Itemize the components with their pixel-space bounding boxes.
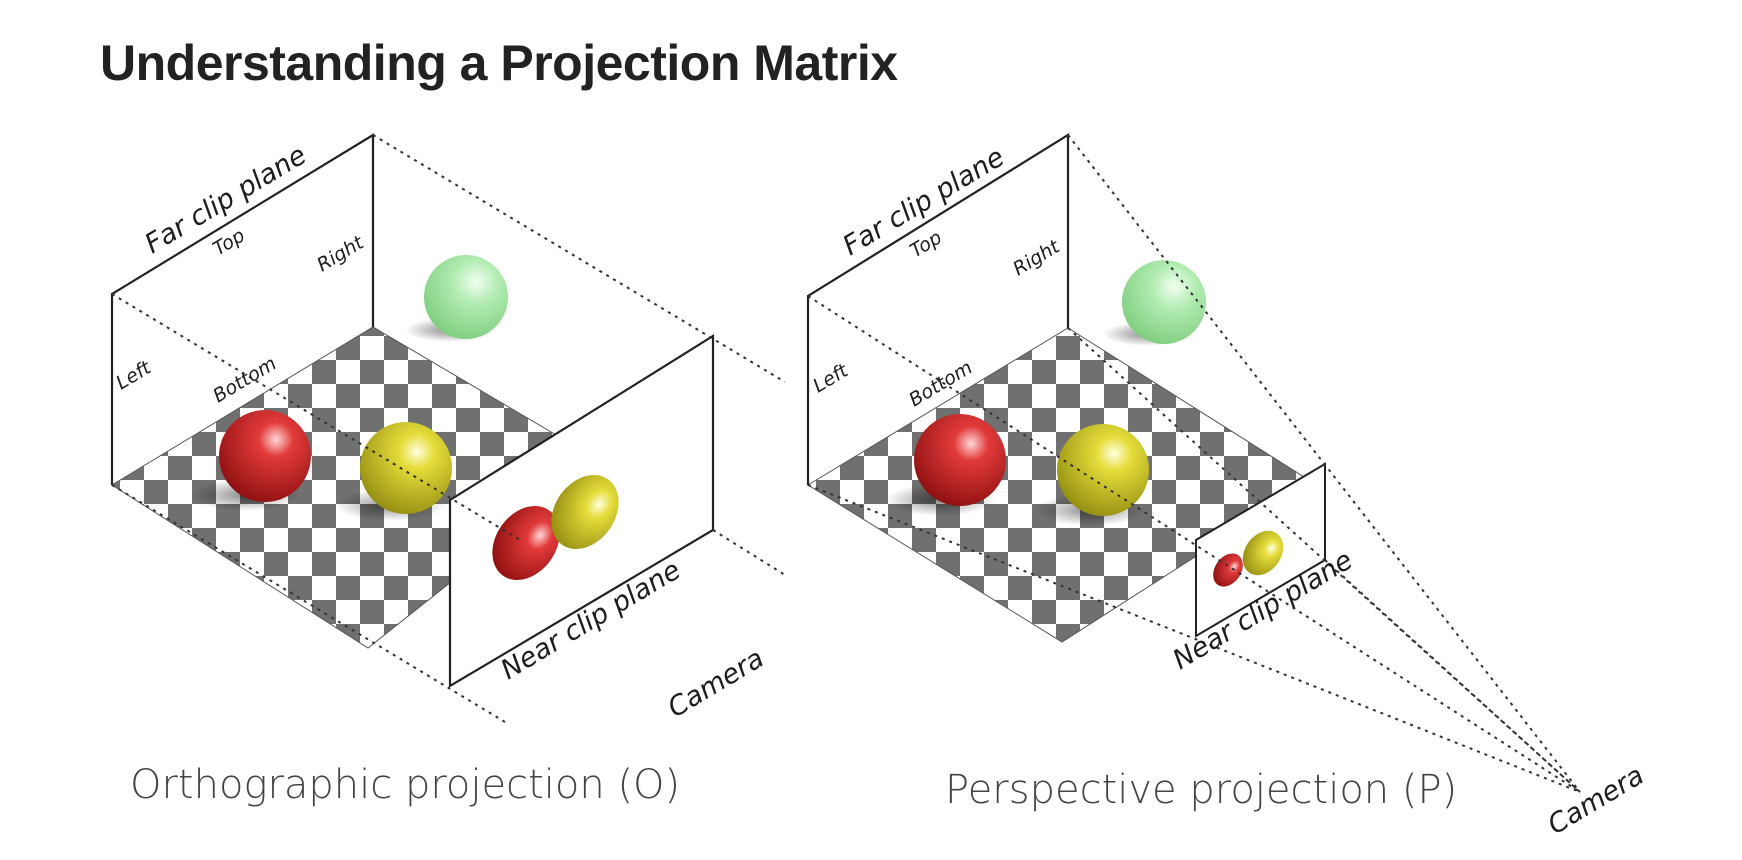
perspective-panel: Far clip plane Top Right Left Bottom Nea… (806, 133, 1650, 841)
ortho-caption: Orthographic projection (O) (130, 762, 680, 808)
persp-yellow-projection (1242, 530, 1284, 576)
ortho-yellow-projection (551, 474, 619, 550)
ortho-green-sphere (424, 255, 508, 339)
persp-dotted-line-5 (1324, 559, 1581, 793)
page-title: Understanding a Projection Matrix (100, 35, 898, 91)
persp-dotted-line-4 (1067, 327, 1581, 793)
persp-dotted-line-2 (807, 295, 1581, 793)
persp-green-sphere (1122, 260, 1206, 344)
persp-right-label: Right (1009, 235, 1065, 280)
ortho-dotted-line-right (712, 529, 786, 576)
ortho-red-sphere (219, 410, 311, 502)
ortho-top-label: Top (209, 224, 249, 260)
ortho-red-projection (492, 505, 560, 581)
persp-caption: Perspective projection (P) (945, 767, 1457, 813)
persp-red-sphere (914, 414, 1006, 506)
persp-camera-label: Camera (1543, 760, 1650, 841)
ortho-dotted-line-top (372, 134, 786, 383)
ortho-yellow-sphere (360, 422, 452, 514)
persp-left-label: Left (809, 359, 853, 397)
ortho-camera-label: Camera (663, 643, 770, 724)
ortho-right-label: Right (313, 231, 369, 276)
persp-yellow-sphere (1057, 424, 1149, 516)
persp-dotted-line-3 (807, 484, 1581, 793)
orthographic-panel: Far clip plane Top Right Left Bottom Nea… (110, 133, 786, 808)
ortho-left-label: Left (112, 356, 156, 394)
persp-far-frame (806, 133, 1070, 485)
ortho-far-frame (110, 133, 375, 485)
persp-dotted-line-1 (1067, 134, 1581, 793)
